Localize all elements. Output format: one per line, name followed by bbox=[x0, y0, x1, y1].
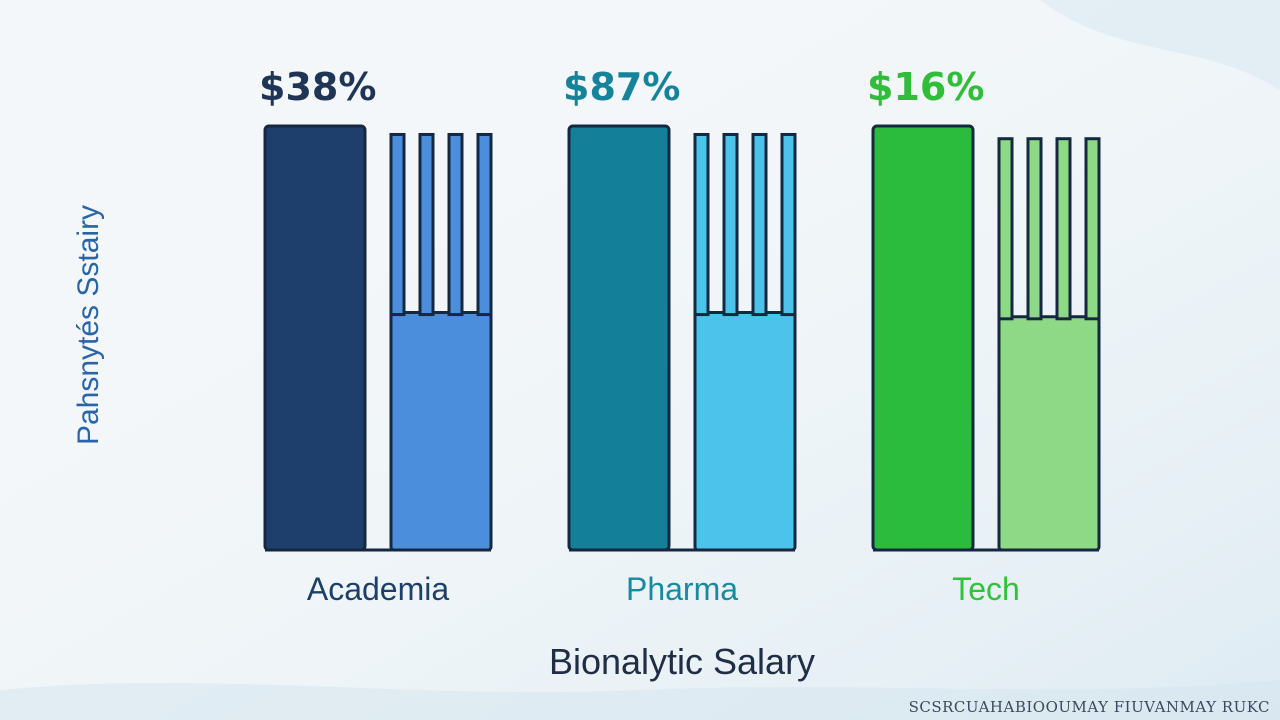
bar-tech-secondary bbox=[997, 315, 1101, 552]
category-label-tech: Tech bbox=[952, 571, 1020, 607]
bar-academia-secondary-tine bbox=[476, 132, 493, 317]
bar-tech-secondary-tine bbox=[1055, 137, 1072, 321]
value-labels-layer: $38% $87% $16% bbox=[259, 65, 984, 109]
bar-tech-secondary-tine bbox=[1026, 137, 1043, 321]
value-label-pharma: $87% bbox=[563, 65, 680, 109]
bar-pharma-secondary bbox=[693, 311, 797, 552]
bar-pharma-secondary-tine bbox=[693, 132, 710, 317]
bar-academia-secondary bbox=[389, 311, 493, 552]
bar-tech-secondary-tine bbox=[997, 137, 1014, 321]
y-axis-title: Pahsnytés Sstairy bbox=[72, 205, 105, 445]
bar-academia-secondary-tine bbox=[389, 132, 406, 317]
category-label-pharma: Pharma bbox=[626, 571, 738, 607]
x-axis-title: Bionalytic Salary bbox=[549, 641, 815, 682]
bar-tech-secondary-tine bbox=[1084, 137, 1101, 321]
bar-academia-secondary-tine bbox=[418, 132, 435, 317]
bar-tech-primary bbox=[871, 124, 975, 552]
bar-pharma-secondary-tine bbox=[751, 132, 768, 317]
bar-academia-secondary-tine bbox=[447, 132, 464, 317]
footnote: SCSRCUAHABIOOUMAY FIUVANMAY RUKC bbox=[909, 698, 1270, 716]
bar-pharma-secondary-tine bbox=[722, 132, 739, 317]
category-labels-layer: Academia Pharma Tech bbox=[307, 571, 1020, 607]
bars-layer bbox=[263, 124, 1101, 552]
bar-pharma-primary bbox=[567, 124, 671, 552]
category-label-academia: Academia bbox=[307, 571, 450, 607]
bar-academia-primary bbox=[263, 124, 367, 552]
bar-pharma-secondary-tine bbox=[780, 132, 797, 317]
value-label-tech: $16% bbox=[867, 65, 984, 109]
value-label-academia: $38% bbox=[259, 65, 376, 109]
